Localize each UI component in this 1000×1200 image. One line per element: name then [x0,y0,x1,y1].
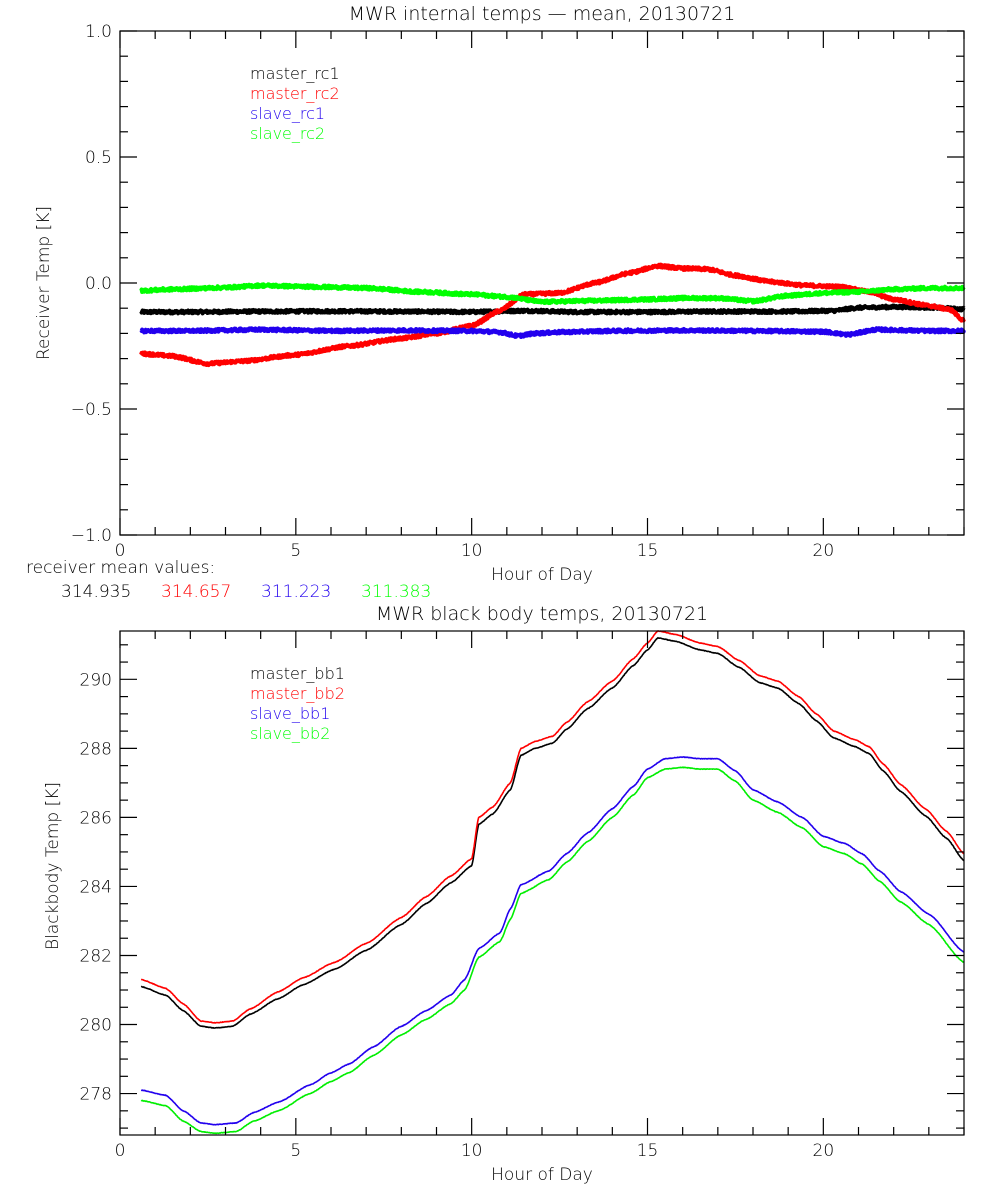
blackbody-series-master-bb2 [140,630,965,1024]
blackbody-axis-ticks: 0 5 10 15 20 278 280 282 284 286 288 290 [80,631,965,1161]
x-tick-label: 0 [115,1141,126,1161]
receiver-series-slave-rc1 [139,326,966,339]
x-tick-label: 5 [290,1141,301,1161]
y-tick-label: −1.0 [71,526,112,546]
x-tick-label: 15 [637,1141,659,1161]
y-tick-label: 0.5 [85,148,112,168]
blackbody-plot-title: MWR black body temps, 20130721 [376,603,708,625]
receiver-series-slave-rc2 [139,282,966,306]
y-tick-label: 284 [80,877,112,897]
legend-slave-rc1: slave_rc1 [250,104,325,123]
y-tick-label: 0.0 [85,274,112,294]
blackbody-series-slave-bb2 [140,766,965,1135]
legend-master-bb1: master_bb1 [250,664,345,683]
blackbody-series-master-bb1 [140,636,965,1029]
legend-master-rc2: master_rc2 [250,84,340,103]
receiver-legend: master_rc1 master_rc2 slave_rc1 slave_rc… [250,64,340,143]
mean-value-slave-rc1: 311.223 [261,582,331,602]
x-tick-label: 20 [813,1141,835,1161]
receiver-series-master-rc2 [139,262,966,368]
blackbody-series-group [140,630,965,1135]
x-tick-label: 10 [461,541,483,561]
legend-slave-rc2: slave_rc2 [250,124,325,143]
x-tick-label: 0 [115,541,126,561]
y-tick-label: −0.5 [71,400,112,420]
x-tick-label: 20 [813,541,835,561]
receiver-plot-frame [119,30,965,536]
legend-slave-bb2: slave_bb2 [250,724,330,743]
x-tick-label: 10 [461,1141,483,1161]
y-tick-label: 290 [80,670,112,690]
y-tick-label: 282 [80,946,112,966]
mean-value-master-rc2: 314.657 [161,582,231,602]
blackbody-series-slave-bb1 [140,756,965,1126]
receiver-series-master-rc1 [139,303,966,316]
y-tick-label: 278 [80,1085,112,1105]
x-tick-label: 5 [290,541,301,561]
blackbody-y-axis-label: Blackbody Temp [K] [43,782,63,950]
y-tick-label: 286 [80,808,112,828]
receiver-plot-title: MWR internal temps — mean, 20130721 [349,3,736,25]
receiver-series-group [139,262,966,368]
legend-master-bb2: master_bb2 [250,684,345,703]
x-tick-label: 15 [637,541,659,561]
y-tick-label: 1.0 [85,22,112,42]
y-tick-label: 280 [80,1016,112,1036]
mean-value-master-rc1: 314.935 [61,582,131,602]
blackbody-x-axis-label: Hour of Day [491,1165,593,1185]
y-tick-label: 288 [80,739,112,759]
receiver-mean-annotation: receiver mean values: 314.935 314.657 31… [26,558,431,602]
mean-values-label: receiver mean values: [26,558,215,578]
blackbody-temp-plot: MWR black body temps, 20130721 0 5 10 15 20 2… [43,603,965,1185]
receiver-axis-ticks: 0 5 10 15 20 −1.0 −0.5 0.0 0.5 1.0 [71,22,965,561]
receiver-y-axis-label: Receiver Temp [K] [34,206,54,360]
legend-slave-bb1: slave_bb1 [250,704,330,723]
receiver-x-axis-label: Hour of Day [491,565,593,585]
mean-value-slave-rc2: 311.383 [361,582,431,602]
legend-master-rc1: master_rc1 [250,64,340,83]
blackbody-legend: master_bb1 master_bb2 slave_bb1 slave_bb… [250,664,345,743]
receiver-temp-plot: MWR internal temps — mean, 20130721 0 5 10… [26,3,966,602]
